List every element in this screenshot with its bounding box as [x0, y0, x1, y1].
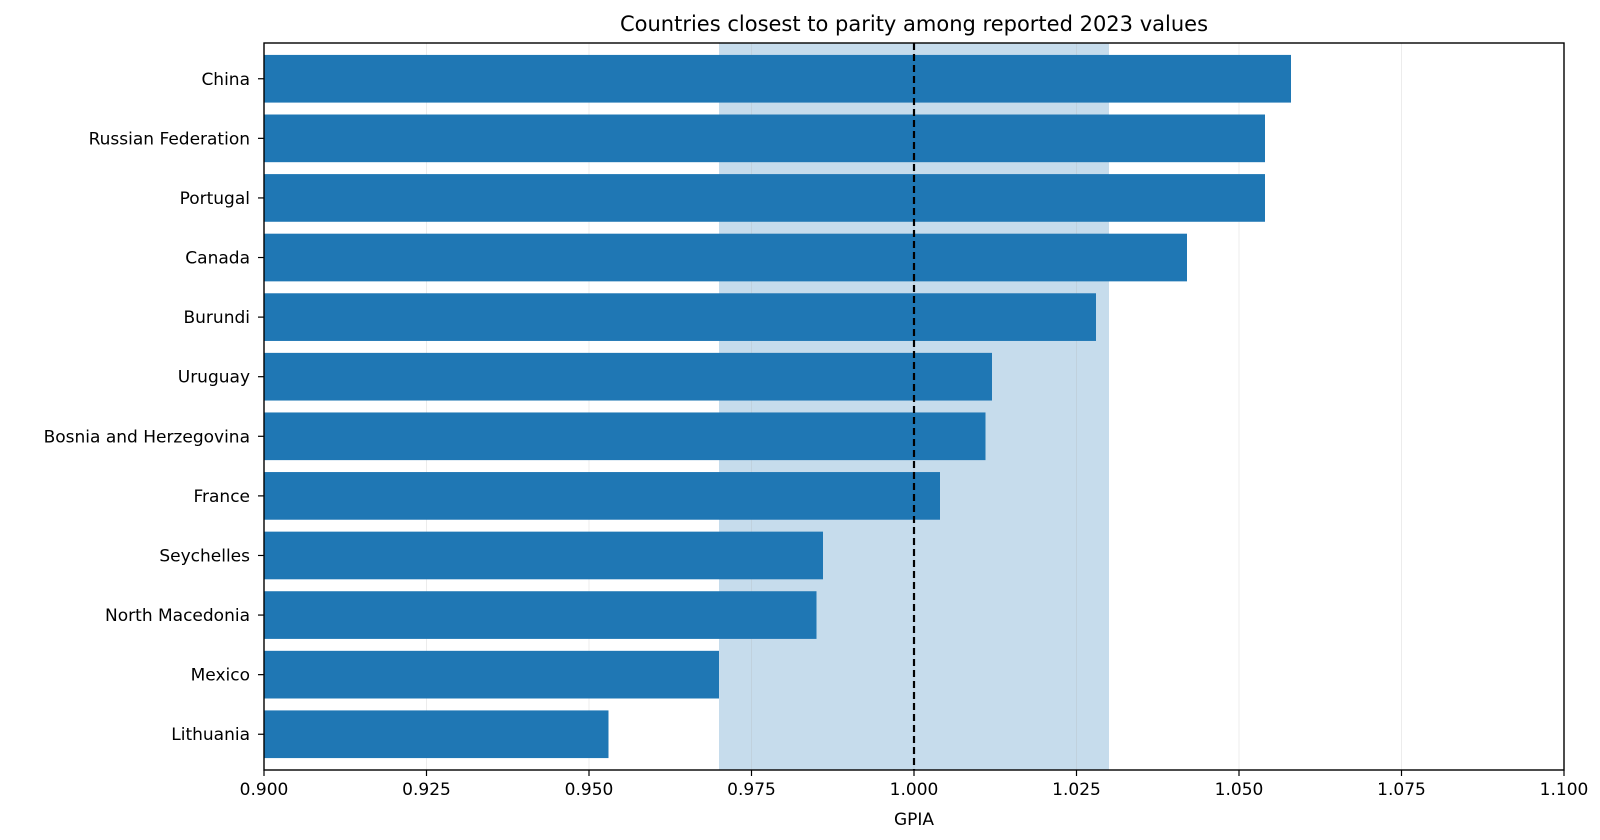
bar-mexico [264, 650, 719, 699]
bar-north-macedonia [264, 591, 817, 639]
x-tick-label-3: 0.975 [727, 780, 776, 800]
bar-russian-federation [264, 114, 1265, 163]
bar-seychelles [264, 531, 823, 580]
y-tick-label-uruguay: Uruguay [178, 368, 250, 388]
bar-uruguay [264, 352, 992, 401]
bar-france [264, 472, 940, 520]
bar-lithuania [264, 710, 609, 759]
y-tick-label-bosnia-and-herzegovina: Bosnia and Herzegovina [44, 427, 250, 447]
y-tick-label-burundi: Burundi [184, 308, 251, 328]
bar-china [264, 54, 1291, 103]
bar-layer [264, 54, 1291, 759]
axis-layer: 0.900 0.925 0.950 0.975 1.000 1.025 1.050 1.075… [44, 42, 1589, 800]
bar-portugal [264, 174, 1265, 222]
x-tick-label-1: 0.925 [402, 780, 451, 800]
x-tick-label-6: 1.050 [1215, 780, 1264, 800]
bar-bosnia-and-herzegovina [264, 412, 986, 461]
chart-title: Countries closest to parity among report… [620, 12, 1208, 36]
x-axis-label: GPIA [894, 810, 934, 830]
y-tick-label-seychelles: Seychelles [159, 546, 250, 566]
y-tick-label-portugal: Portugal [180, 189, 250, 209]
y-tick-label-mexico: Mexico [191, 666, 250, 686]
x-tick-label-5: 1.025 [1052, 780, 1101, 800]
x-tick-label-0: 0.900 [240, 780, 289, 800]
x-tick-label-2: 0.950 [565, 780, 614, 800]
x-tick-label-8: 1.100 [1540, 780, 1589, 800]
x-tick-label-4: 1.000 [890, 780, 939, 800]
x-tick-label-7: 1.075 [1377, 780, 1426, 800]
y-tick-label-north-macedonia: North Macedonia [105, 606, 250, 626]
y-tick-label-france: France [193, 487, 250, 507]
y-tick-label-russian-federation: Russian Federation [89, 129, 250, 149]
y-tick-label-canada: Canada [185, 249, 250, 269]
bar-burundi [264, 293, 1096, 341]
y-tick-label-china: China [201, 70, 250, 90]
bar-canada [264, 233, 1187, 282]
y-tick-label-lithuania: Lithuania [171, 725, 250, 745]
